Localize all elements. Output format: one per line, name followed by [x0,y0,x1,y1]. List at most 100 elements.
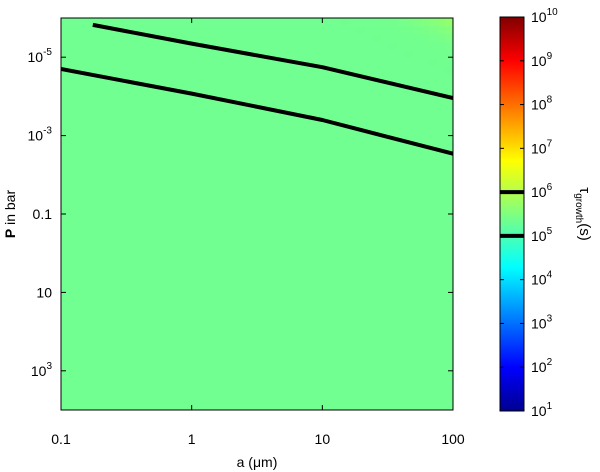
heatmap-cell [365,90,374,99]
heatmap-cell [237,290,246,299]
heatmap-cell [69,274,78,283]
heatmap-cell [133,162,142,171]
heatmap-cell [373,138,382,147]
heatmap-cell [213,314,222,323]
heatmap-cell [317,26,326,35]
heatmap-cell [205,194,214,203]
heatmap-cell [421,306,430,315]
heatmap-cell [157,18,166,27]
heatmap-cell [197,122,206,131]
heatmap-cell [189,354,198,363]
heatmap-cell [277,322,286,331]
heatmap-cell [437,114,446,123]
heatmap-cell [309,234,318,243]
heatmap-cell [261,330,270,339]
heatmap-cell [109,322,118,331]
heatmap-cell [445,378,453,387]
heatmap-cell [381,34,390,43]
heatmap-cell [389,242,398,251]
heatmap-cell [429,338,438,347]
heatmap-cell [437,266,446,275]
heatmap-cell [365,274,374,283]
x-tick-label: 10 [315,431,331,447]
heatmap-cell [349,210,358,219]
heatmap-cell [229,322,238,331]
heatmap-cell [101,162,110,171]
heatmap-cell [301,18,310,27]
heatmap-cell [245,26,254,35]
heatmap-cell [405,66,414,75]
heatmap-cell [293,282,302,291]
heatmap-cell [141,130,150,139]
heatmap-cell [397,130,406,139]
heatmap-cell [125,42,134,51]
heatmap-cell [357,354,366,363]
heatmap-cell [381,394,390,403]
heatmap-cell [85,202,94,211]
heatmap-cell [93,290,102,299]
heatmap-cell [381,330,390,339]
heatmap-cell [197,178,206,187]
heatmap-cell [181,306,190,315]
heatmap-cell [165,242,174,251]
heatmap-cell [405,170,414,179]
heatmap-cell [317,378,326,387]
heatmap-cell [253,386,262,395]
heatmap-cell [141,74,150,83]
heatmap-cell [325,242,334,251]
heatmap-cell [397,354,406,363]
heatmap-cell [365,26,374,35]
y-tick-label: 0.1 [33,206,53,222]
heatmap-cell [93,258,102,267]
heatmap-cell [309,122,318,131]
heatmap-cell [221,82,230,91]
heatmap-cell [269,338,278,347]
heatmap-cell [181,362,190,371]
heatmap-cell [93,18,102,27]
heatmap-cell [237,34,246,43]
heatmap-cell [421,226,430,235]
x-tick-label: 100 [441,431,465,447]
heatmap-cell [373,114,382,123]
heatmap-cell [429,42,438,51]
heatmap-cell [69,162,78,171]
heatmap-cell [301,98,310,107]
heatmap-cell [101,58,110,67]
heatmap-cell [93,394,102,403]
heatmap-cell [381,378,390,387]
heatmap-cell [317,178,326,187]
heatmap-cell [205,218,214,227]
heatmap-cell [341,346,350,355]
heatmap-cell [237,282,246,291]
heatmap-cell [189,58,198,67]
heatmap-cell [117,90,126,99]
heatmap-cell [397,98,406,107]
heatmap-cell [173,50,182,59]
heatmap-cell [165,138,174,147]
heatmap-cell [181,154,190,163]
heatmap-cell [293,90,302,99]
heatmap-cell [309,218,318,227]
heatmap-cell [157,306,166,315]
heatmap-cell [317,282,326,291]
heatmap-cell [253,290,262,299]
heatmap-cell [213,226,222,235]
heatmap-cell [421,130,430,139]
heatmap-cell [101,66,110,75]
heatmap-cell [173,186,182,195]
heatmap-cell [261,370,270,379]
heatmap-cell [213,282,222,291]
heatmap-cell [437,330,446,339]
heatmap-cell [205,138,214,147]
heatmap-cell [421,282,430,291]
heatmap-cell [397,290,406,299]
heatmap-cell [245,266,254,275]
heatmap-cell [229,130,238,139]
heatmap-cell [61,218,70,227]
heatmap-cell [341,226,350,235]
heatmap-cell [277,290,286,299]
heatmap-cell [421,18,430,27]
heatmap-cell [221,250,230,259]
heatmap-cell [245,394,254,403]
heatmap-cell [421,402,430,410]
